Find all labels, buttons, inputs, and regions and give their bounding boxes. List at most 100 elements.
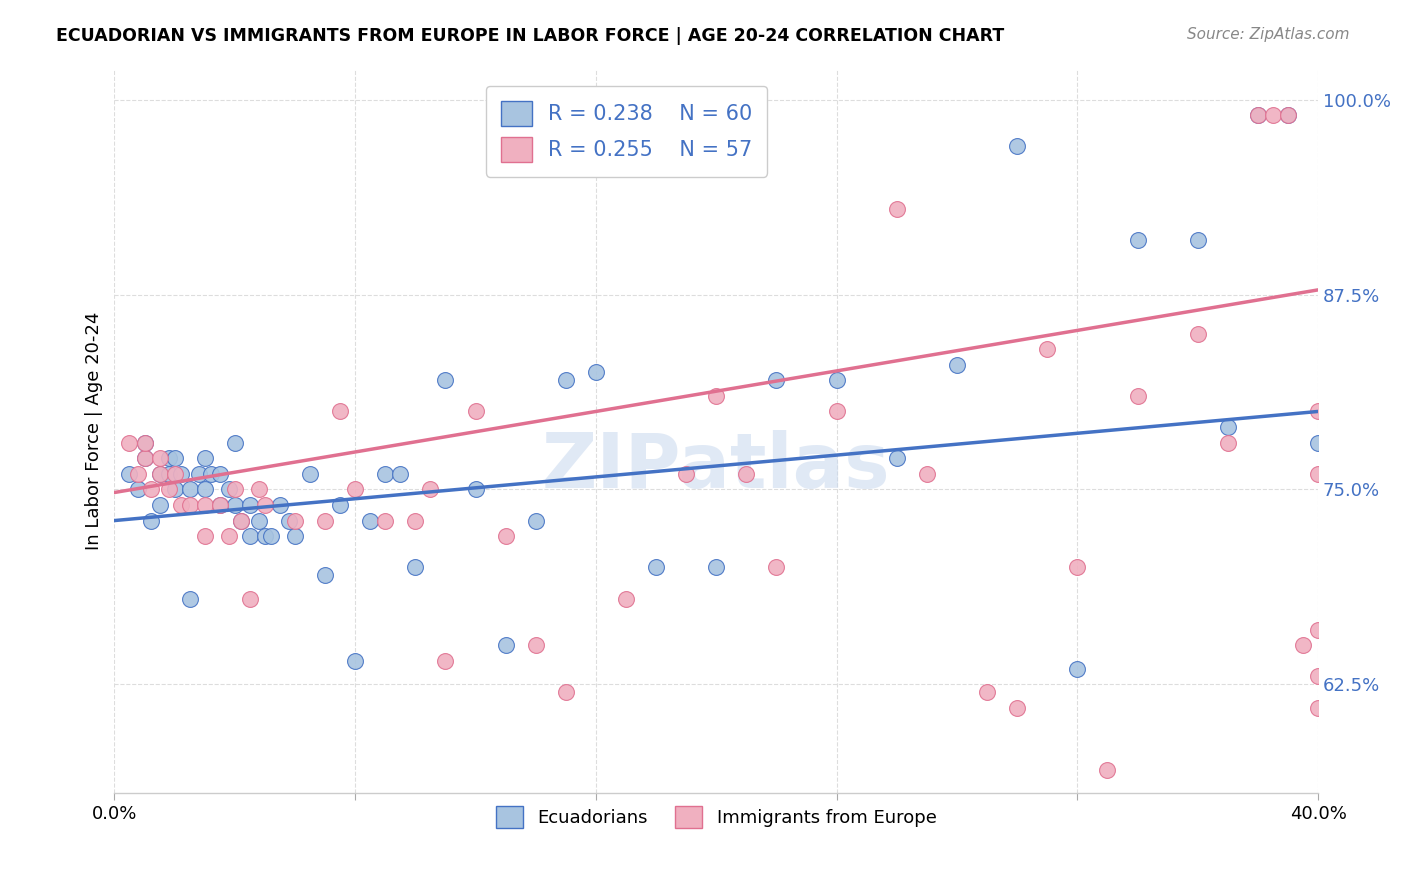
Point: [389, 467, 412, 481]
Point: [1308, 700, 1330, 714]
Point: [329, 404, 352, 418]
Point: [675, 467, 697, 481]
Point: [218, 483, 240, 497]
Point: [495, 638, 517, 652]
Point: [194, 529, 217, 543]
Point: [329, 498, 352, 512]
Point: [200, 467, 222, 481]
Point: [1308, 623, 1330, 637]
Point: [118, 467, 141, 481]
Point: [976, 685, 998, 699]
Point: [1187, 233, 1209, 247]
Point: [148, 451, 170, 466]
Point: [208, 498, 231, 512]
Point: [179, 591, 201, 606]
Point: [239, 591, 262, 606]
Point: [224, 498, 246, 512]
Point: [1277, 108, 1299, 122]
Point: [464, 404, 486, 418]
Point: [704, 389, 727, 403]
Point: [224, 483, 246, 497]
Point: [239, 529, 262, 543]
Point: [1247, 108, 1270, 122]
Point: [163, 483, 186, 497]
Point: [208, 498, 231, 512]
Point: [915, 467, 938, 481]
Point: [253, 529, 276, 543]
Point: [284, 529, 307, 543]
Point: [229, 514, 252, 528]
Point: [127, 467, 149, 481]
Point: [1216, 435, 1239, 450]
Point: [946, 358, 969, 372]
Text: Source: ZipAtlas.com: Source: ZipAtlas.com: [1187, 27, 1350, 42]
Point: [269, 498, 291, 512]
Point: [194, 483, 217, 497]
Point: [314, 514, 336, 528]
Point: [886, 202, 908, 216]
Point: [554, 685, 576, 699]
Point: [585, 366, 607, 380]
Point: [735, 467, 758, 481]
Point: [157, 483, 180, 497]
Point: [239, 498, 262, 512]
Point: [139, 483, 162, 497]
Point: [218, 529, 240, 543]
Point: [1216, 420, 1239, 434]
Y-axis label: In Labor Force | Age 20-24: In Labor Force | Age 20-24: [86, 311, 103, 550]
Point: [134, 451, 156, 466]
Point: [298, 467, 321, 481]
Point: [1036, 342, 1059, 356]
Point: [163, 451, 186, 466]
Point: [1308, 404, 1330, 418]
Point: [404, 560, 426, 574]
Legend: Ecuadorians, Immigrants from Europe: Ecuadorians, Immigrants from Europe: [489, 798, 943, 835]
Point: [645, 560, 668, 574]
Point: [434, 654, 457, 668]
Point: [1292, 638, 1315, 652]
Point: [1066, 560, 1088, 574]
Point: [1187, 326, 1209, 341]
Point: [247, 514, 270, 528]
Point: [224, 435, 246, 450]
Point: [187, 467, 209, 481]
Point: [169, 498, 191, 512]
Point: [179, 498, 201, 512]
Point: [1308, 669, 1330, 683]
Point: [825, 373, 848, 387]
Point: [229, 514, 252, 528]
Point: [208, 467, 231, 481]
Text: ZIPatlas: ZIPatlas: [541, 430, 890, 504]
Point: [1247, 108, 1270, 122]
Point: [179, 483, 201, 497]
Point: [253, 498, 276, 512]
Point: [464, 483, 486, 497]
Point: [524, 514, 547, 528]
Point: [704, 560, 727, 574]
Point: [765, 373, 787, 387]
Point: [247, 483, 270, 497]
Point: [148, 467, 170, 481]
Point: [344, 483, 367, 497]
Point: [1005, 139, 1028, 153]
Point: [554, 373, 576, 387]
Point: [118, 435, 141, 450]
Point: [127, 483, 149, 497]
Point: [419, 483, 441, 497]
Point: [194, 498, 217, 512]
Point: [374, 467, 396, 481]
Point: [314, 568, 336, 582]
Point: [404, 514, 426, 528]
Point: [169, 467, 191, 481]
Point: [157, 451, 180, 466]
Point: [148, 498, 170, 512]
Point: [1005, 700, 1028, 714]
Point: [614, 591, 637, 606]
Point: [157, 467, 180, 481]
Point: [260, 529, 283, 543]
Point: [344, 654, 367, 668]
Point: [1261, 108, 1284, 122]
Point: [148, 467, 170, 481]
Point: [134, 451, 156, 466]
Point: [134, 435, 156, 450]
